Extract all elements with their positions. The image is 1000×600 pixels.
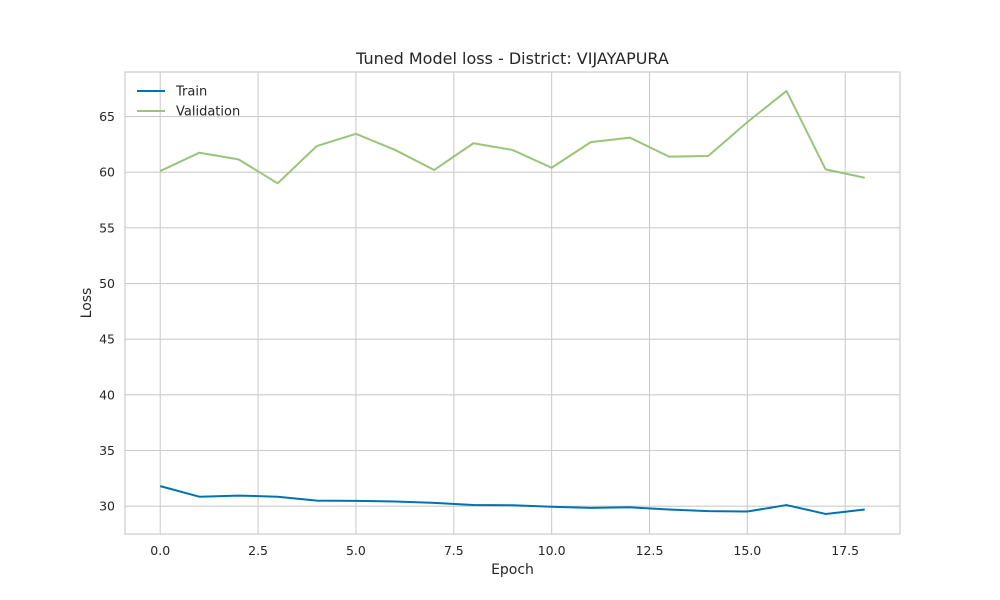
- x-axis-label: Epoch: [491, 562, 534, 578]
- series-line-validation: [159, 89, 865, 185]
- chart-title: Tuned Model loss - District: VIJAYAPURA: [355, 49, 669, 68]
- legend-label-validation: Validation: [176, 105, 240, 120]
- x-tick-labels: 0.0 2.5 5.0 7.5 10.0 12.5 15.0 17.5: [150, 543, 859, 558]
- y-tick-label: 60: [99, 165, 115, 180]
- legend-label-train: Train: [175, 85, 207, 100]
- x-tick-label: 2.5: [248, 543, 268, 558]
- x-tick-label: 0.0: [150, 543, 170, 558]
- y-tick-label: 50: [99, 276, 115, 291]
- x-tick-label: 15.0: [733, 543, 761, 558]
- x-tick-label: 7.5: [444, 543, 464, 558]
- y-tick-label: 65: [99, 109, 115, 124]
- y-tick-label: 55: [99, 220, 115, 235]
- series-lines: [159, 89, 865, 515]
- y-tick-label: 45: [99, 332, 115, 347]
- y-axis-label: Loss: [79, 288, 95, 319]
- y-tick-label: 30: [99, 499, 115, 514]
- series-line-train: [159, 485, 865, 515]
- x-tick-label: 10.0: [538, 543, 566, 558]
- legend: Train Validation: [137, 85, 240, 120]
- y-tick-labels: 30 35 40 45 50 55 60 65: [99, 109, 115, 514]
- x-tick-label: 12.5: [636, 543, 664, 558]
- grid-lines: [125, 72, 900, 534]
- y-tick-label: 40: [99, 387, 115, 402]
- y-tick-label: 35: [99, 443, 115, 458]
- plot-frame: [124, 71, 901, 535]
- plot-background: [125, 72, 900, 534]
- x-tick-label: 17.5: [831, 543, 859, 558]
- x-tick-label: 5.0: [346, 543, 366, 558]
